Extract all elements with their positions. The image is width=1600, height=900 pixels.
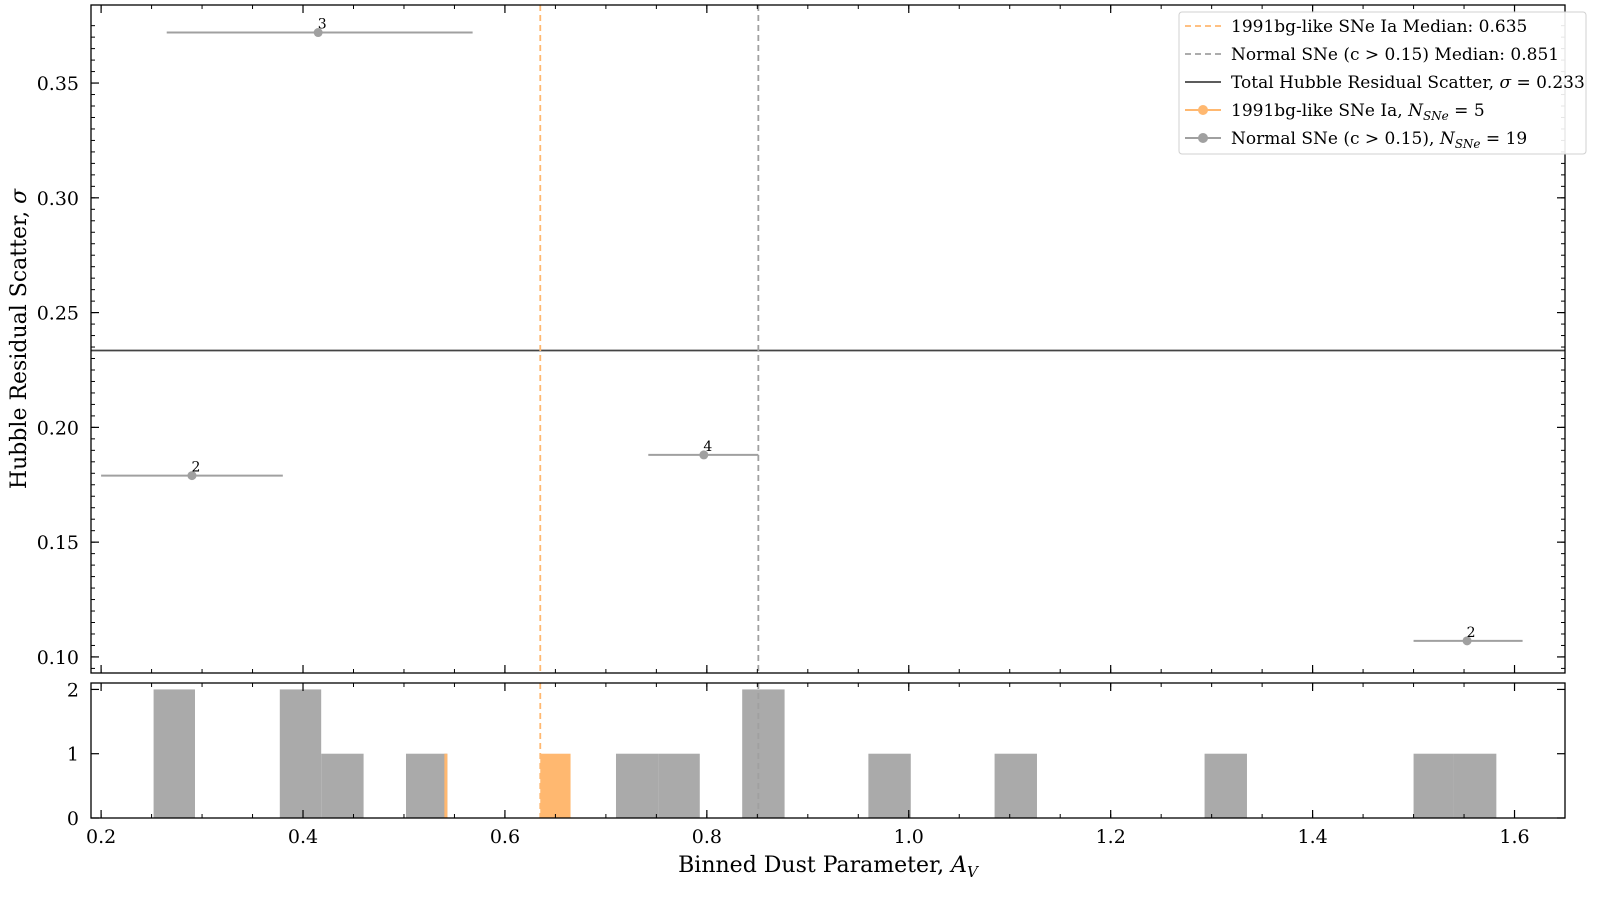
scatter-frame (90, 4, 1566, 674)
scatter-panel: 2 3 4 2 0.10 0.15 0.20 0.25 0.30 0.35 (37, 4, 1566, 674)
x-tick-label: 0.6 (490, 826, 520, 848)
histogram-frame (90, 682, 1566, 819)
normal-hist-bar (994, 753, 1037, 818)
x-tick-label: 1.2 (1096, 826, 1126, 848)
x-tick-label: 0.8 (692, 826, 722, 848)
data-point (1462, 636, 1472, 646)
legend-entry-text: 1991bg-like SNe Ia, NSNe = 5 (1231, 101, 1485, 123)
normal-hist-bar (868, 753, 911, 818)
x-axis-label: Binned Dust Parameter, AV (678, 853, 980, 881)
histogram-panel: 0.2 0.4 0.6 0.8 1.0 1.2 1.4 1.6 0 1 2 (67, 679, 1566, 848)
normal-hist-bar (742, 689, 785, 818)
legend-entry-text: Normal SNe (c > 0.15) Median: 0.851 (1231, 45, 1559, 65)
y-tick-label: 0.25 (37, 303, 79, 325)
legend: 1991bg-like SNe Ia Median: 0.635 Normal S… (1178, 11, 1587, 155)
x-tick-label: 1.0 (894, 826, 924, 848)
bg91-hist-bar (444, 753, 448, 818)
normal-hist-bar (1204, 753, 1247, 818)
point-count-label: 2 (1467, 625, 1476, 641)
normal-hist-bar (405, 753, 448, 818)
data-point (313, 28, 323, 38)
point-count-label: 2 (191, 460, 200, 476)
legend-marker-point (1198, 105, 1208, 115)
y-tick-label: 0.35 (37, 73, 79, 95)
y-tick-label: 0 (67, 808, 79, 830)
normal-hist-bar (1453, 753, 1497, 818)
point-count-label: 3 (318, 17, 327, 33)
legend-box (1178, 11, 1587, 155)
y-tick-label: 0.10 (37, 647, 79, 669)
normal-hist-bar (153, 689, 195, 818)
legend-entry-text: Total Hubble Residual Scatter, σ = 0.233 (1231, 73, 1585, 93)
bg91-hist-bar (540, 753, 571, 818)
x-tick-label: 1.6 (1499, 826, 1529, 848)
data-point (699, 450, 709, 460)
x-tick-label: 0.2 (86, 826, 116, 848)
x-tick-label: 0.4 (288, 826, 318, 848)
normal-hist-bar (658, 753, 700, 818)
point-count-label: 4 (703, 439, 712, 455)
y-tick-label: 2 (67, 679, 79, 701)
y-axis-label: Hubble Residual Scatter, σ (7, 188, 32, 489)
normal-hist-bar (1413, 753, 1454, 818)
y-tick-label: 0.15 (37, 532, 79, 554)
normal-hist-bar (615, 753, 659, 818)
legend-entry-text: Normal SNe (c > 0.15), NSNe = 19 (1231, 129, 1527, 151)
normal-hist-bar (321, 753, 364, 818)
legend-marker-point (1198, 133, 1208, 143)
x-tick-label: 1.4 (1297, 826, 1327, 848)
y-tick-label: 0.30 (37, 188, 79, 210)
legend-entry-text: 1991bg-like SNe Ia Median: 0.635 (1231, 17, 1527, 37)
y-tick-label: 1 (67, 744, 79, 766)
normal-hist-bar (279, 689, 322, 818)
data-point (187, 471, 197, 481)
y-tick-label: 0.20 (37, 417, 79, 439)
